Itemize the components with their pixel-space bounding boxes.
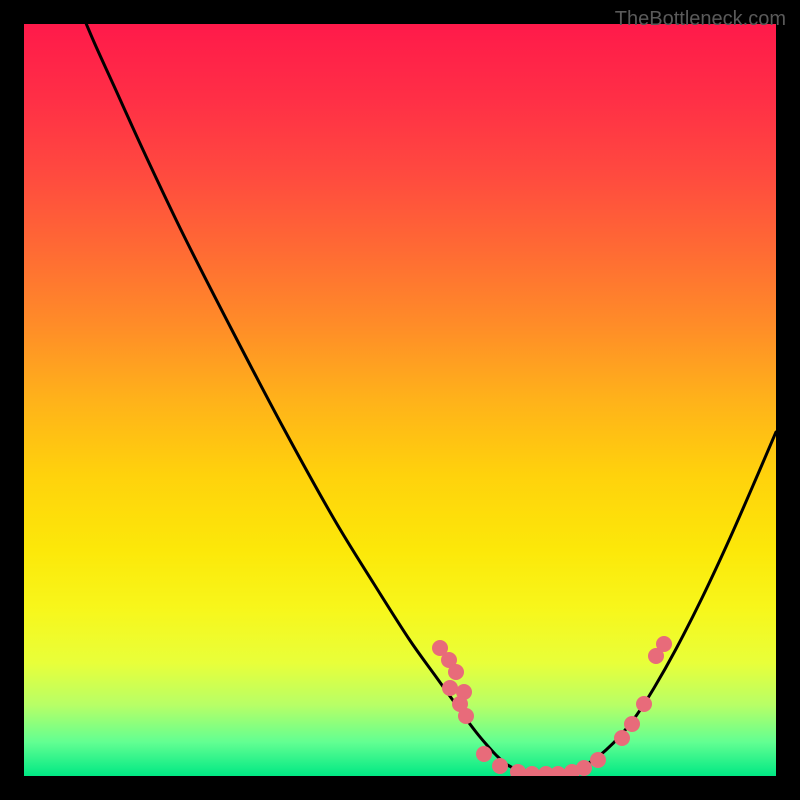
data-marker	[614, 730, 630, 746]
data-marker	[636, 696, 652, 712]
data-marker	[656, 636, 672, 652]
data-marker	[476, 746, 492, 762]
data-marker	[624, 716, 640, 732]
data-marker	[576, 760, 592, 776]
data-marker	[524, 766, 540, 776]
bottleneck-curve	[24, 24, 776, 776]
data-marker	[590, 752, 606, 768]
data-marker	[550, 766, 566, 776]
data-marker	[510, 764, 526, 776]
data-marker	[442, 680, 458, 696]
watermark-text: TheBottleneck.com	[615, 8, 786, 31]
plot-area	[24, 24, 776, 776]
data-marker	[492, 758, 508, 774]
data-markers	[432, 636, 672, 776]
data-marker	[458, 708, 474, 724]
data-marker	[448, 664, 464, 680]
curve-line	[78, 24, 776, 774]
